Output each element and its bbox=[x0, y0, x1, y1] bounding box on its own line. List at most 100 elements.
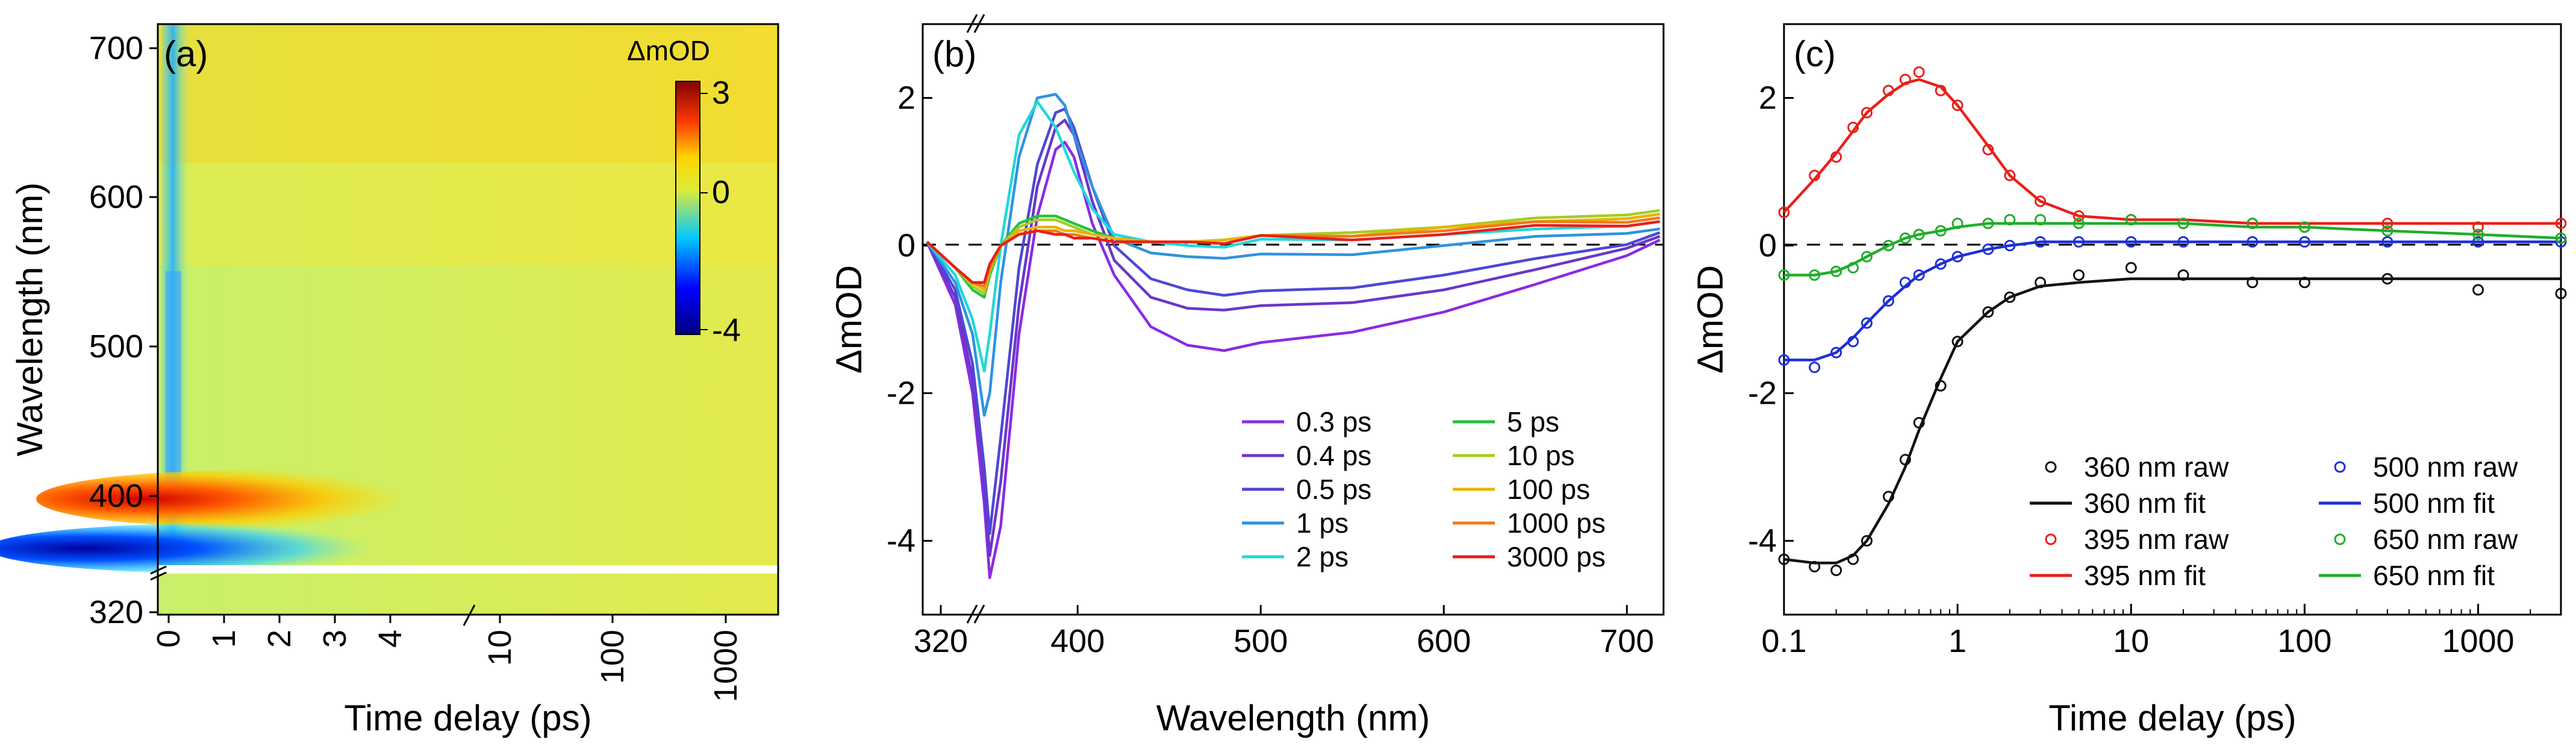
panel-c-xtick-label: 10 bbox=[2113, 623, 2149, 659]
panel-c-raw-point bbox=[1847, 122, 1859, 133]
panel-b-legend-label: 1000 ps bbox=[1507, 507, 1606, 539]
panel-b-legend-label: 0.3 ps bbox=[1296, 406, 1371, 437]
panel-c-ytick-label: 2 bbox=[1759, 80, 1777, 116]
panel-c-raw-point bbox=[1935, 84, 1947, 96]
panel-c-raw-point bbox=[2381, 236, 2394, 248]
panel-c-raw-point bbox=[2472, 236, 2484, 248]
panel-c-raw-point bbox=[2035, 195, 2047, 207]
panel-c-raw-point bbox=[2073, 210, 2085, 222]
panel-b-line-1-ps bbox=[926, 93, 1661, 417]
panel-c-raw-point bbox=[1883, 240, 1894, 251]
panel-c-xtick-label: 1000 bbox=[2442, 623, 2514, 659]
panel-c-raw-point bbox=[1883, 84, 1894, 96]
panel-c-raw-point bbox=[2004, 291, 2016, 303]
heatmap-early-core bbox=[166, 271, 181, 500]
panel-c-fit-650-nm bbox=[1784, 222, 2562, 277]
panel-c-legend-label: 650 nm raw bbox=[2373, 524, 2518, 555]
panel-a-xtick-4: 4 bbox=[372, 630, 408, 648]
heatmap-positive-band bbox=[36, 470, 470, 528]
panel-c-raw-point bbox=[1778, 269, 1790, 281]
panel-c-raw-point bbox=[2073, 236, 2085, 248]
panel-c-raw-point bbox=[1830, 565, 1842, 576]
panel-c-raw-point bbox=[1778, 354, 1790, 366]
panel-c-raw-point bbox=[1847, 553, 1859, 565]
panel-c-xtick-label: 1 bbox=[1948, 623, 1966, 659]
panel-c-raw-point bbox=[1899, 277, 1911, 289]
panel-c-raw-point bbox=[2555, 218, 2567, 230]
panel-c-legend-label: 395 nm raw bbox=[2084, 524, 2229, 555]
panel-c-ytick-label: -2 bbox=[1748, 375, 1777, 412]
panel-c-raw-point bbox=[1899, 74, 1911, 86]
panel-b-xtick-label: 400 bbox=[1050, 623, 1105, 659]
panel-c-fit-500-nm bbox=[1784, 240, 2561, 362]
panel-c-raw-point bbox=[2472, 284, 2484, 296]
colorbar-tick-neg4: -4 bbox=[712, 312, 741, 348]
panel-c-xtick-label: 100 bbox=[2277, 623, 2331, 659]
panel-c-raw-point bbox=[2004, 169, 2016, 181]
panel-b-xtick-label: 320 bbox=[914, 623, 968, 659]
panel-a-xtick-1: 1 bbox=[206, 630, 242, 648]
colorbar-tick-3: 3 bbox=[712, 75, 730, 111]
panel-c-raw-point bbox=[2298, 236, 2310, 248]
heatmap-negative-band bbox=[0, 523, 470, 574]
panel-c-raw-point bbox=[1809, 269, 1821, 281]
panel-c-raw-point bbox=[2555, 287, 2567, 299]
panel-b-legend-label: 0.5 ps bbox=[1296, 474, 1371, 505]
panel-c-raw-point bbox=[2472, 228, 2484, 240]
panel-a-xtick-0: 0 bbox=[151, 630, 187, 648]
panel-c-raw-point bbox=[1982, 143, 1994, 155]
panel-c-raw-point bbox=[1861, 317, 1873, 329]
panel-c-raw-point bbox=[1809, 560, 1821, 572]
panel-b-xtick-label: 600 bbox=[1417, 623, 1471, 659]
panel-b-axis-break bbox=[973, 604, 985, 624]
panel-a-ylabel: Wavelength (nm) bbox=[10, 183, 50, 457]
panel-b-legend-label: 5 ps bbox=[1507, 406, 1559, 437]
panel-c-raw-point bbox=[1913, 417, 1925, 428]
panel-c-legend-marker bbox=[2045, 533, 2057, 545]
panel-c-legend-label: 360 nm raw bbox=[2084, 451, 2229, 483]
colorbar-tick-0: 0 bbox=[712, 174, 730, 210]
panel-a-xtick-3: 3 bbox=[317, 630, 353, 648]
panel-c-raw-point bbox=[1830, 151, 1842, 163]
panel-c-legend: 360 nm raw 500 nm raw 360 nm fit 500 nm fit… bbox=[2030, 451, 2518, 591]
panel-a-xlabel: Time delay (ps) bbox=[344, 698, 591, 738]
panel-c-label: (c) bbox=[1794, 34, 1836, 74]
panel-c-series bbox=[1778, 66, 2567, 576]
panel-c-raw-point bbox=[2125, 262, 2137, 274]
panel-b-axis-break bbox=[973, 14, 985, 33]
panel-b-axis-break bbox=[966, 604, 978, 624]
colorbar bbox=[675, 81, 700, 335]
panel-c-raw-point bbox=[2125, 236, 2137, 248]
panel-c-raw-point bbox=[1830, 346, 1842, 359]
panel-c-raw-point bbox=[2381, 225, 2394, 237]
panel-a-heatmap: ΔmOD 3 0 -4 (a) 700 600 500 400 320 bbox=[0, 23, 779, 738]
panel-c-raw-point bbox=[2073, 269, 2085, 281]
panel-c-raw-point bbox=[2472, 221, 2484, 233]
heatmap-upper-band bbox=[158, 24, 778, 163]
panel-b-axis-break bbox=[966, 14, 978, 33]
panel-c-raw-point bbox=[2247, 277, 2259, 289]
panel-c-legend-marker bbox=[2334, 461, 2346, 473]
colorbar-title: ΔmOD bbox=[627, 35, 710, 66]
panel-b-ylabel: ΔmOD bbox=[829, 265, 869, 374]
panel-c-raw-point bbox=[2004, 240, 2016, 251]
panel-b-line-0.4-ps bbox=[926, 119, 1661, 557]
panel-c-raw-point bbox=[1982, 218, 1994, 230]
panel-c-legend-marker bbox=[2045, 461, 2057, 473]
panel-c-raw-point bbox=[1861, 251, 1873, 263]
heatmap-mid-band bbox=[158, 163, 778, 265]
panel-c-raw-point bbox=[1861, 535, 1873, 547]
panel-c-raw-point bbox=[2381, 218, 2394, 230]
panel-b-legend-label: 100 ps bbox=[1507, 474, 1590, 505]
panel-c-raw-point bbox=[1861, 107, 1873, 119]
panel-a-ytick-700: 700 bbox=[89, 30, 143, 66]
panel-c-xtick-label: 0.1 bbox=[1761, 623, 1806, 659]
panel-b-ytick-label: 0 bbox=[897, 228, 915, 264]
panel-c-legend-label: 395 nm fit bbox=[2084, 560, 2206, 591]
panel-b-xtick-label: 500 bbox=[1233, 623, 1288, 659]
panel-c-raw-point bbox=[2381, 273, 2394, 285]
panel-c-raw-point bbox=[2004, 214, 2016, 226]
panel-c-raw-point bbox=[2073, 218, 2085, 230]
panel-c-frame bbox=[1783, 23, 2562, 616]
